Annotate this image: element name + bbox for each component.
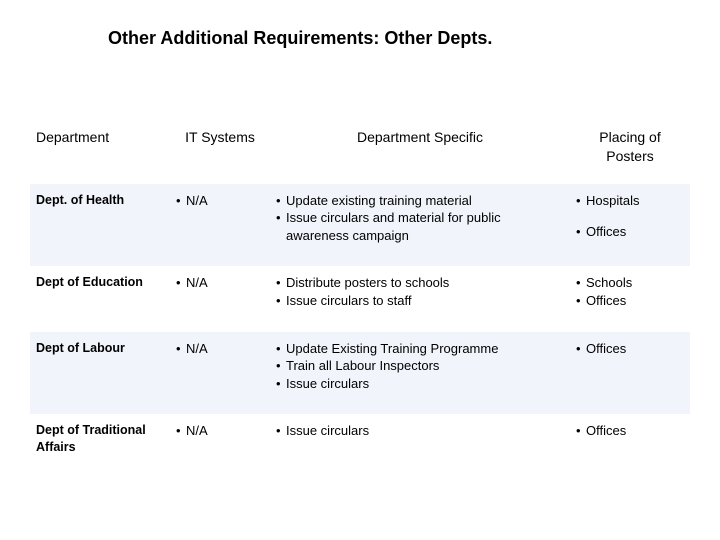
cell-it-systems: N/A: [170, 414, 270, 478]
list-item: Issue circulars to staff: [276, 292, 564, 310]
cell-posters: Offices: [570, 414, 690, 478]
list-item: Update existing training material: [276, 192, 564, 210]
list-item: Offices: [576, 223, 684, 241]
list-item: Issue circulars: [276, 375, 564, 393]
cell-it-systems: N/A: [170, 184, 270, 267]
list-item: Update Existing Training Programme: [276, 340, 564, 358]
list-item: Train all Labour Inspectors: [276, 357, 564, 375]
cell-dept-specific: Distribute posters to schoolsIssue circu…: [270, 266, 570, 331]
list-item: Distribute posters to schools: [276, 274, 564, 292]
table-row: Dept. of HealthN/AUpdate existing traini…: [30, 184, 690, 267]
list-item: Issue circulars and material for public …: [276, 209, 564, 244]
cell-department: Dept of Education: [30, 266, 170, 331]
header-it-systems: IT Systems: [170, 120, 270, 184]
cell-it-systems: N/A: [170, 266, 270, 331]
cell-dept-specific: Update Existing Training ProgrammeTrain …: [270, 332, 570, 415]
page-title: Other Additional Requirements: Other Dep…: [0, 0, 720, 49]
cell-department: Dept. of Health: [30, 184, 170, 267]
list-item: Offices: [576, 340, 684, 358]
cell-dept-specific: Update existing training materialIssue c…: [270, 184, 570, 267]
header-department: Department: [30, 120, 170, 184]
header-dept-specific: Department Specific: [270, 120, 570, 184]
list-item: Issue circulars: [276, 422, 564, 440]
cell-department: Dept of Labour: [30, 332, 170, 415]
table-header-row: Department IT Systems Department Specifi…: [30, 120, 690, 184]
cell-it-systems: N/A: [170, 332, 270, 415]
table-body: Dept. of HealthN/AUpdate existing traini…: [30, 184, 690, 478]
requirements-table: Department IT Systems Department Specifi…: [30, 120, 690, 478]
table-row: Dept of LabourN/AUpdate Existing Trainin…: [30, 332, 690, 415]
table-row: Dept of EducationN/ADistribute posters t…: [30, 266, 690, 331]
list-item: Offices: [576, 292, 684, 310]
table-row: Dept of Traditional AffairsN/A Issue circ…: [30, 414, 690, 478]
cell-posters: Hospitals Offices: [570, 184, 690, 267]
list-item: Offices: [576, 422, 684, 440]
cell-posters: Offices: [570, 332, 690, 415]
header-posters: Placing of Posters: [570, 120, 690, 184]
cell-department: Dept of Traditional Affairs: [30, 414, 170, 478]
list-item: Hospitals: [576, 192, 684, 210]
list-item: Schools: [576, 274, 684, 292]
cell-dept-specific: Issue circulars: [270, 414, 570, 478]
requirements-table-container: Department IT Systems Department Specifi…: [30, 120, 690, 478]
cell-posters: SchoolsOffices: [570, 266, 690, 331]
